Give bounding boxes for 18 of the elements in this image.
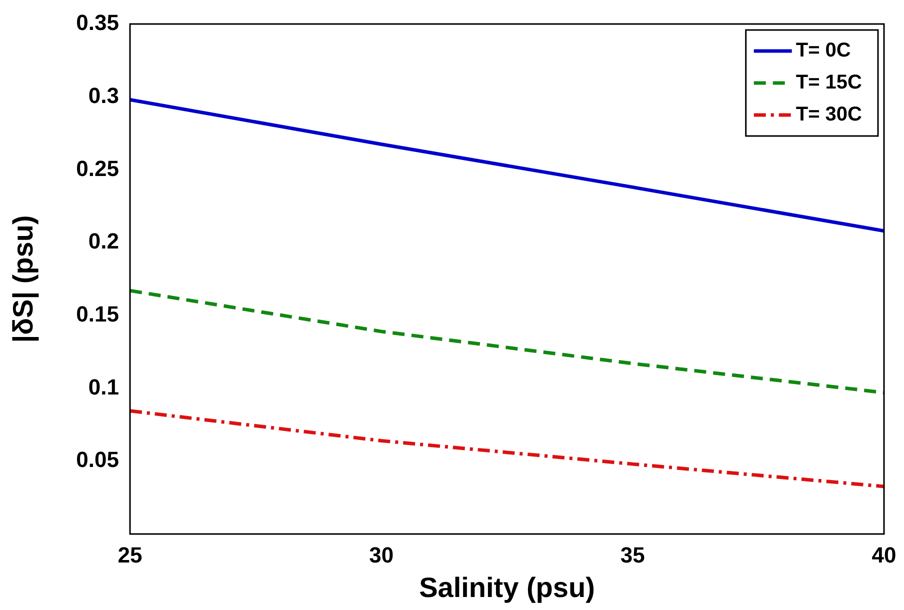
y-axis-title: |δS| (psu) [8,215,40,343]
x-tick-label: 40 [872,542,896,568]
y-tick-label: 0.1 [88,374,119,400]
line-series [130,409,884,488]
y-tick-label: 0.25 [76,156,119,181]
y-tick-label: 0.3 [88,82,119,108]
y-tick-label: 0.2 [88,228,119,254]
legend-label: T= 30C [796,104,862,126]
legend-label: T= 0C [796,40,851,62]
x-tick-label: 25 [118,542,142,568]
y-tick-label: 0.05 [76,447,119,472]
y-tick-label: 0.15 [76,301,119,326]
x-axis-title: Salinity (psu) [419,572,595,603]
x-tick-label: 35 [620,542,645,568]
legend-label: T= 15C [796,72,862,94]
line-series [130,288,884,394]
y-tick-label: 0.35 [76,10,119,36]
x-tick-label: 30 [369,542,394,568]
